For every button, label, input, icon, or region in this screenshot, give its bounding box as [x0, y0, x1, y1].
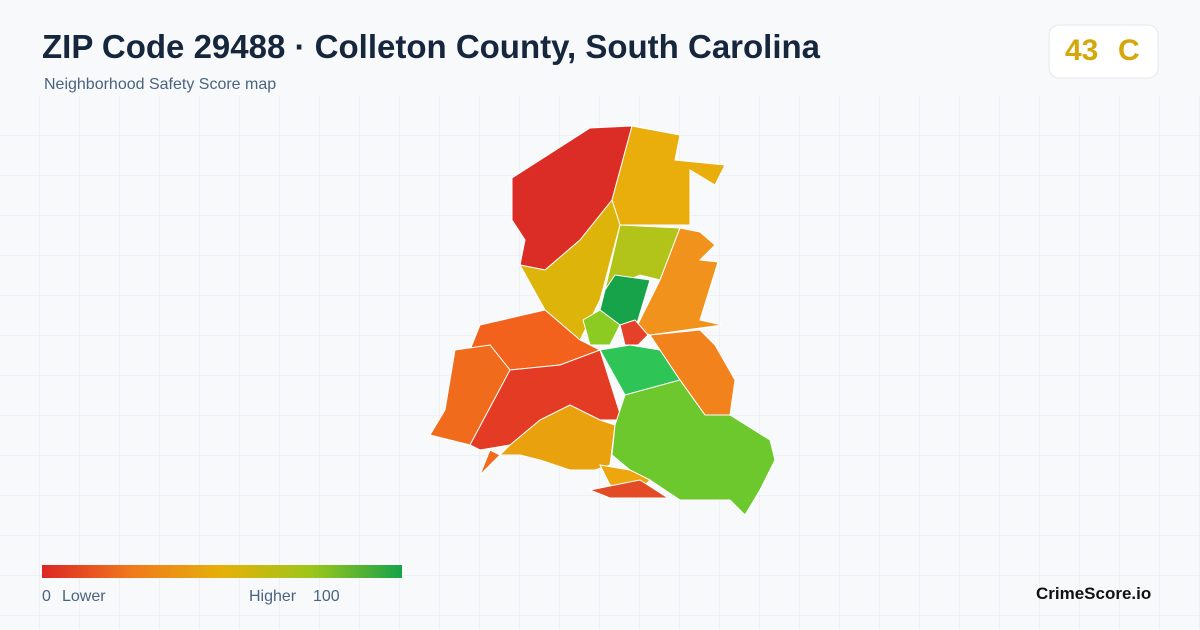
- brand: CrimeScore.io: [1036, 584, 1152, 603]
- region: [611, 379, 776, 516]
- legend-min: 0: [42, 588, 51, 605]
- legend-max: 100: [313, 588, 340, 605]
- score: 43: [1065, 34, 1099, 67]
- region: [479, 449, 501, 476]
- subtitle: Neighborhood Safety Score map: [44, 76, 277, 93]
- regions: [429, 125, 776, 516]
- grade: C: [1118, 34, 1140, 67]
- region: [634, 227, 723, 336]
- legend-min-label: Lower: [62, 588, 106, 605]
- region: [588, 479, 670, 499]
- region: [619, 319, 649, 346]
- region: [604, 224, 681, 291]
- title: ZIP Code 29488 · Colleton County, South …: [42, 28, 821, 65]
- region: [582, 309, 621, 346]
- legend-max-label: Higher: [249, 588, 297, 605]
- score-badge: [1048, 24, 1159, 79]
- region: [498, 404, 616, 471]
- legend-gradient: [42, 565, 402, 578]
